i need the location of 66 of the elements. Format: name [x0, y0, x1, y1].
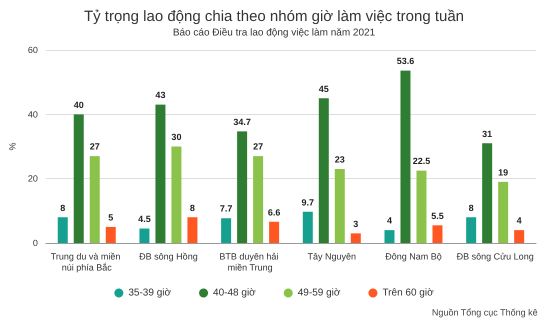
- data-label: 5: [108, 212, 114, 222]
- data-label: 30: [171, 132, 182, 142]
- data-label: 4: [386, 216, 392, 226]
- data-label: 27: [90, 142, 100, 152]
- bar: [58, 217, 68, 243]
- x-tick-label: Đông Nam Bộ: [385, 252, 442, 262]
- bar: [350, 233, 361, 243]
- data-label: 40: [74, 100, 84, 110]
- bar: [514, 230, 524, 243]
- data-label: 8: [468, 202, 474, 213]
- y-tick-label: 40: [28, 109, 38, 120]
- bar: [498, 182, 508, 243]
- data-label: 34.7: [233, 116, 251, 127]
- chart-title: Tỷ trọng lao động chia theo nhóm giờ làm việc trong tuần: [84, 8, 464, 25]
- x-tick-label: ĐB sông Cửu Long: [456, 252, 534, 262]
- chart-subtitle: Báo cáo Điều tra lao động việc làm năm 2021: [172, 28, 376, 38]
- bar: [269, 222, 280, 243]
- bar: [74, 114, 84, 243]
- bar: [221, 218, 232, 243]
- data-label: 22.5: [412, 156, 430, 166]
- x-tick-label: Tây Nguyên: [308, 252, 356, 262]
- bar: [466, 217, 476, 243]
- bar: [139, 228, 150, 243]
- y-tick-label: 20: [28, 174, 38, 184]
- y-tick-label: 0: [32, 238, 38, 248]
- data-label: 6.6: [268, 207, 280, 218]
- data-label: 53.6: [396, 56, 414, 66]
- data-label: 27: [253, 142, 264, 152]
- bar: [400, 70, 410, 243]
- bar: [253, 156, 264, 243]
- data-label: 19: [498, 167, 508, 178]
- data-label: 5.5: [431, 210, 444, 221]
- x-tick-label: ĐB sông Hồng: [139, 252, 198, 262]
- data-label: 43: [155, 90, 166, 100]
- legend-label: 35-39 giờ: [128, 288, 172, 298]
- bar: [187, 217, 198, 243]
- legend-label: 40-48 giờ: [213, 288, 256, 298]
- bar: [482, 143, 492, 243]
- data-label: 23: [334, 154, 345, 165]
- bar: [334, 169, 345, 243]
- bar: [155, 104, 166, 243]
- data-label: 9.7: [302, 197, 314, 208]
- data-label: 4.5: [138, 214, 151, 224]
- bar: [432, 225, 442, 243]
- y-axis-title: %: [8, 142, 18, 151]
- legend-label: Trên 60 giờ: [382, 288, 434, 298]
- data-label: 7.7: [220, 204, 232, 214]
- data-label: 31: [482, 128, 492, 139]
- x-tick-label: Trung du và miền núi phía Bắc: [50, 252, 123, 272]
- bar: [318, 98, 329, 243]
- data-label: 45: [318, 84, 329, 94]
- data-label: 3: [353, 218, 358, 229]
- bar: [237, 131, 248, 243]
- bar: [416, 170, 426, 243]
- bar: [384, 230, 394, 243]
- legend-label: 49-59 giờ: [298, 288, 341, 298]
- bar: [171, 146, 182, 243]
- x-tick-label: BTB duyên hải miền Trung: [219, 252, 281, 272]
- text: Nguồn Tổng cục Thống kê: [432, 308, 538, 318]
- data-label: 8: [190, 202, 195, 213]
- bar: [106, 226, 116, 243]
- bar: [90, 156, 100, 243]
- bar: [302, 212, 313, 243]
- data-label: 8: [60, 202, 66, 213]
- data-label: 4: [516, 216, 522, 226]
- y-tick-label: 60: [28, 45, 38, 55]
